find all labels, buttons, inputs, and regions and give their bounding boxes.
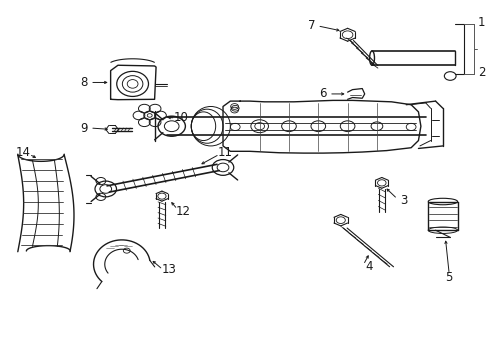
Text: 13: 13 <box>162 263 177 276</box>
Text: 11: 11 <box>218 145 233 158</box>
Text: 14: 14 <box>15 145 30 158</box>
Text: 2: 2 <box>478 66 485 79</box>
Text: 12: 12 <box>176 205 191 218</box>
Text: 10: 10 <box>174 112 189 125</box>
Text: 1: 1 <box>478 17 485 30</box>
Text: 4: 4 <box>366 260 373 273</box>
Text: 8: 8 <box>80 76 87 89</box>
Text: 5: 5 <box>445 271 453 284</box>
Text: 9: 9 <box>80 122 88 135</box>
Text: 6: 6 <box>319 87 327 100</box>
Text: 7: 7 <box>308 19 315 32</box>
Text: 3: 3 <box>400 194 408 207</box>
